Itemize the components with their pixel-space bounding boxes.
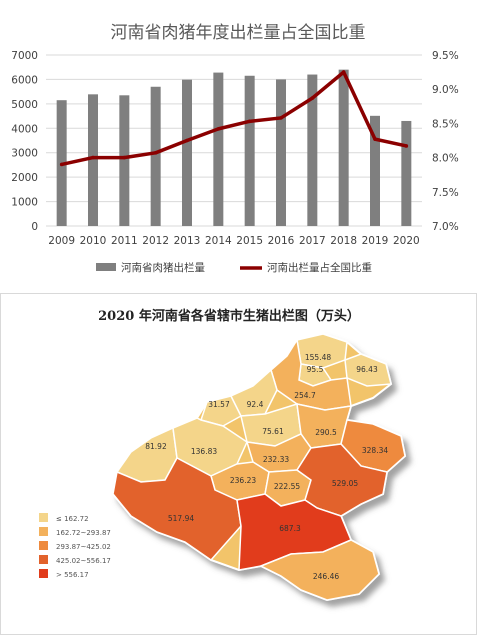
- map-region-label: 290.5: [315, 428, 337, 437]
- map-region: [259, 539, 380, 601]
- y-left-tick-label: 5000: [11, 99, 38, 111]
- map-legend-swatch: [39, 555, 48, 564]
- y-left-tick-label: 1000: [11, 197, 38, 209]
- line-point: [247, 119, 252, 124]
- bar: [307, 74, 318, 227]
- map-region: [112, 456, 242, 561]
- y-left-tick-label: 4000: [11, 123, 38, 135]
- y-right-tick-label: 7.0%: [432, 221, 459, 233]
- line-point: [91, 155, 95, 160]
- bar: [150, 86, 161, 226]
- map-legend-label: 162.72~293.87: [56, 529, 111, 537]
- map-region-label: 232.33: [263, 455, 289, 464]
- map-region-label: 687.3: [279, 524, 301, 533]
- y-left-tick-label: 0: [31, 221, 38, 233]
- map-legend-label: > 556.17: [56, 571, 89, 579]
- map-legend-label: ≤ 162.72: [56, 515, 89, 523]
- bar: [88, 94, 98, 226]
- choropleth-map: 2020 年河南省各省辖市生猪出栏图（万头） 155.48 95.5 96.43 25…: [39, 308, 407, 602]
- x-tick-label: 2018: [330, 235, 357, 247]
- legend-label-bar: 河南省肉猪出栏量: [121, 261, 205, 274]
- x-tick-label: 2012: [142, 235, 169, 247]
- map-region-label: 222.55: [274, 482, 300, 491]
- legend-swatch-bar: [96, 263, 116, 271]
- map-region-label: 81.92: [145, 442, 167, 451]
- map-legend-label: 425.02~556.17: [56, 557, 111, 565]
- map-legend-swatch: [39, 569, 48, 578]
- bar: [213, 72, 224, 227]
- y-left-tick-label: 3000: [11, 148, 38, 160]
- bar: [401, 120, 412, 226]
- y-left-tick-label: 6000: [11, 74, 38, 86]
- y-right-tick-label: 8.0%: [432, 153, 459, 165]
- combo-chart-panel: 河南省肉猪年度出栏量占全国比重 0 1000 2000 3000 4000 5000 600…: [0, 0, 477, 286]
- x-tick-label: 2015: [236, 235, 263, 247]
- map-region-label: 236.23: [230, 476, 256, 485]
- bar: [338, 69, 349, 227]
- map-region: [295, 443, 388, 517]
- map-legend-swatch: [39, 513, 48, 522]
- map-region-label: 254.7: [294, 391, 316, 400]
- bar: [244, 75, 255, 226]
- x-tick-label: 2010: [80, 235, 107, 247]
- map-legend: ≤ 162.72 162.72~293.87 293.87~425.02 425.02…: [39, 513, 111, 579]
- map-region: [200, 395, 242, 427]
- legend-label-line: 河南出栏量占全国比重: [267, 261, 372, 274]
- map-region-label: 92.4: [247, 400, 264, 409]
- y-right-tick-label: 7.5%: [432, 187, 459, 199]
- map-region-label: 95.5: [307, 365, 324, 374]
- map-region-label: 31.57: [208, 400, 230, 409]
- map-title: 2020 年河南省各省辖市生猪出栏图（万头）: [98, 308, 360, 324]
- y-left-tick-label: 7000: [11, 50, 38, 62]
- line-point: [310, 96, 315, 100]
- x-tick-label: 2014: [205, 235, 232, 247]
- map-region-label: 529.05: [332, 479, 358, 488]
- x-tick-label: 2013: [174, 235, 201, 247]
- map-legend-swatch: [39, 541, 48, 550]
- bar: [119, 95, 130, 226]
- y-right-tick-label: 9.0%: [432, 84, 459, 96]
- line-point: [373, 137, 377, 141]
- map-legend-swatch: [39, 527, 48, 536]
- map-region-label: 246.46: [313, 572, 339, 581]
- x-tick-label: 2011: [111, 235, 138, 247]
- map-region-label: 155.48: [305, 353, 331, 362]
- y-right-tick-label: 8.5%: [432, 118, 459, 130]
- x-tick-label: 2020: [393, 235, 420, 247]
- chart-title: 河南省肉猪年度出栏量占全国比重: [111, 23, 366, 43]
- line-point: [279, 116, 283, 120]
- series-line: [61, 70, 407, 167]
- map-region-label: 328.34: [362, 446, 388, 455]
- line-point: [153, 151, 158, 155]
- line-point: [216, 127, 221, 131]
- map-region-label: 136.83: [191, 447, 217, 456]
- map-region-label: 96.43: [356, 365, 378, 374]
- x-tick-label: 2009: [48, 235, 75, 247]
- map-region-label: 75.61: [262, 427, 284, 436]
- line-point: [341, 70, 346, 74]
- x-tick-label: 2019: [362, 235, 389, 247]
- line-point: [122, 155, 127, 160]
- map-region-label: 517.94: [168, 514, 194, 523]
- region-labels: 155.48 95.5 96.43 254.7 31.57 92.4 75.61 81.92 1…: [145, 353, 388, 581]
- bar: [276, 79, 286, 226]
- line-point: [59, 162, 64, 167]
- region-shapes: [112, 333, 406, 601]
- map-panel: 2020 年河南省各省辖市生猪出栏图（万头） 155.48 95.5 96.43 25…: [0, 293, 477, 635]
- y-right-tick-label: 9.5%: [432, 50, 459, 62]
- line-point: [185, 138, 189, 143]
- combo-chart: 河南省肉猪年度出栏量占全国比重 0 1000 2000 3000 4000 5000 600…: [11, 23, 459, 274]
- x-tick-label: 2016: [268, 235, 295, 247]
- line-point: [404, 144, 409, 148]
- map-legend-label: 293.87~425.02: [56, 543, 111, 551]
- y-left-tick-label: 2000: [11, 172, 38, 184]
- x-tick-label: 2017: [299, 235, 326, 247]
- bar: [182, 79, 192, 227]
- bar: [370, 115, 380, 226]
